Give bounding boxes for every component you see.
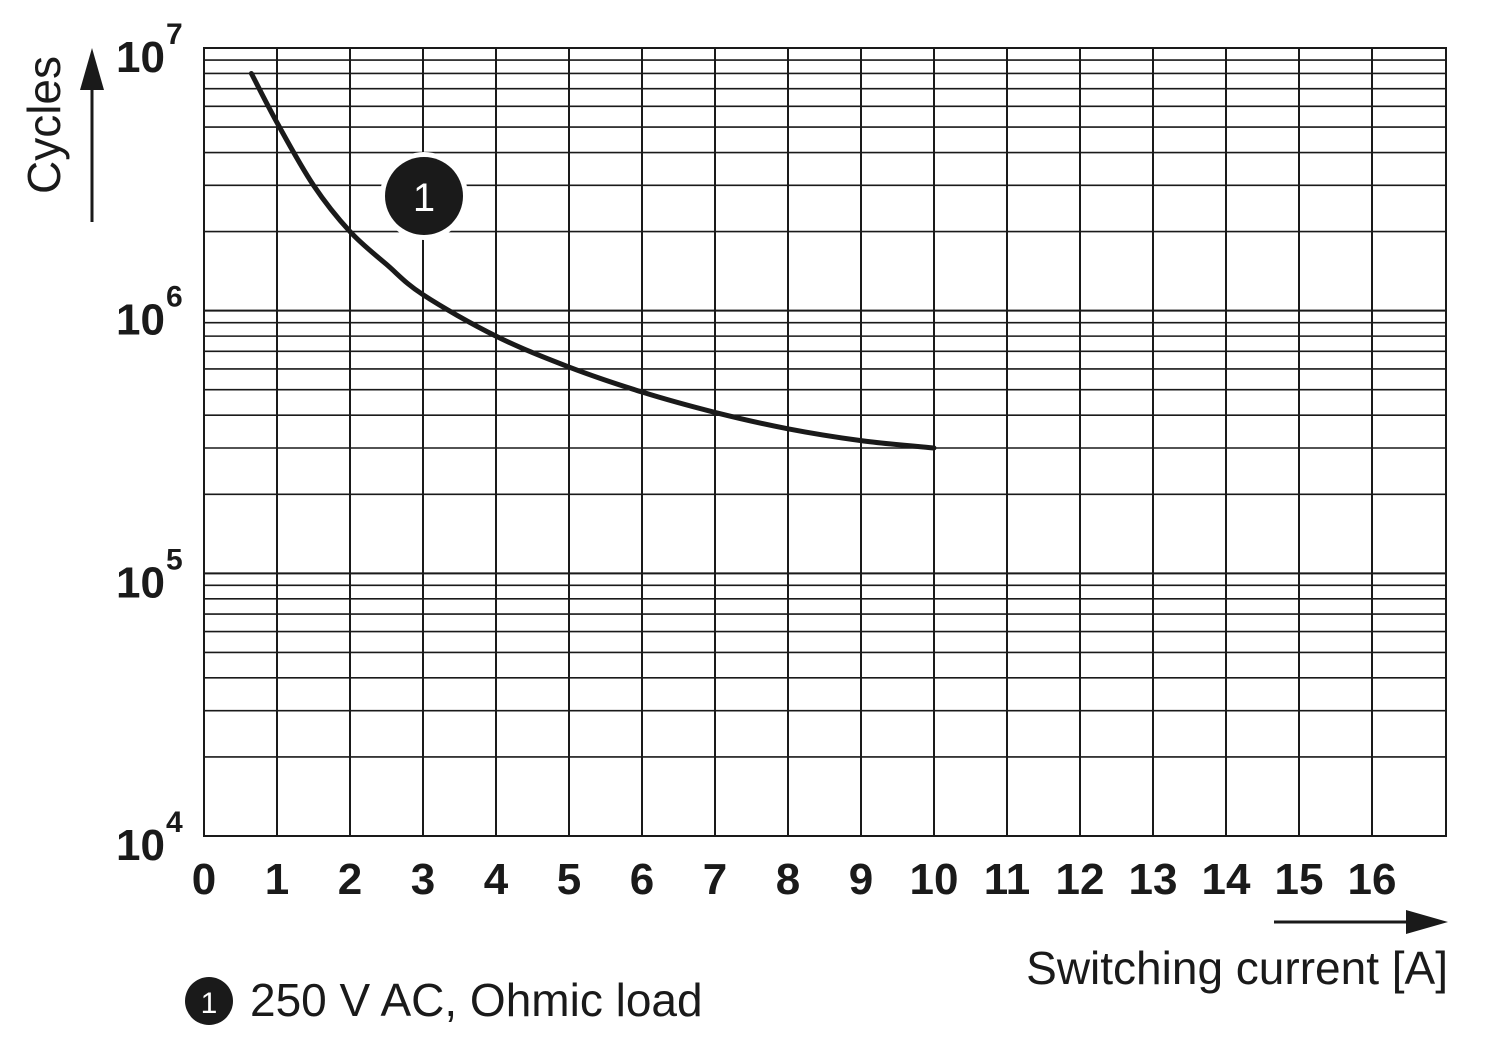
x-tick-label: 4	[484, 855, 509, 904]
x-tick-label: 12	[1056, 855, 1105, 904]
grid	[204, 48, 1446, 837]
y-tick-label: 10	[116, 558, 165, 607]
x-tick-label: 2	[338, 855, 362, 904]
legend-marker-label: 1	[201, 987, 218, 1020]
x-tick-label: 0	[192, 855, 216, 904]
x-tick-label: 13	[1129, 855, 1178, 904]
x-tick-label: 11	[984, 855, 1031, 904]
x-axis-arrowhead	[1406, 910, 1448, 934]
y-tick-label: 10	[116, 296, 165, 345]
y-tick-exponent: 7	[166, 18, 183, 51]
legend-marker	[185, 977, 233, 1025]
y-axis-label: Cycles	[18, 56, 70, 194]
y-tick-exponent: 6	[166, 281, 183, 314]
series-marker-1: 1	[380, 152, 468, 240]
y-tick-label: 10	[116, 33, 165, 82]
y-tick-exponent: 4	[166, 806, 183, 839]
x-tick-labels: 0 1 2 3 4 5 6 7 8 9 10 11 12 13 14 15 16	[192, 855, 1397, 904]
legend-text: 250 V AC, Ohmic load	[250, 974, 703, 1026]
plot-frame	[203, 47, 1447, 837]
y-tick-label: 10	[116, 821, 165, 870]
x-tick-label: 10	[910, 855, 959, 904]
x-tick-label: 5	[557, 855, 581, 904]
series-marker-1-label: 1	[413, 176, 435, 220]
x-tick-label: 3	[411, 855, 435, 904]
x-tick-label: 8	[776, 855, 800, 904]
x-tick-label: 6	[630, 855, 654, 904]
x-tick-label: 15	[1275, 855, 1324, 904]
x-tick-label: 16	[1348, 855, 1397, 904]
x-tick-label: 9	[849, 855, 873, 904]
legend: 1 250 V AC, Ohmic load	[185, 974, 703, 1026]
series-line-1	[248, 71, 937, 451]
y-tick-exponent: 5	[166, 543, 183, 576]
y-axis-arrowhead	[80, 48, 104, 90]
x-tick-label: 1	[265, 855, 289, 904]
x-tick-label: 14	[1202, 855, 1251, 904]
x-axis-label: Switching current [A]	[1026, 942, 1448, 994]
x-tick-label: 7	[703, 855, 727, 904]
